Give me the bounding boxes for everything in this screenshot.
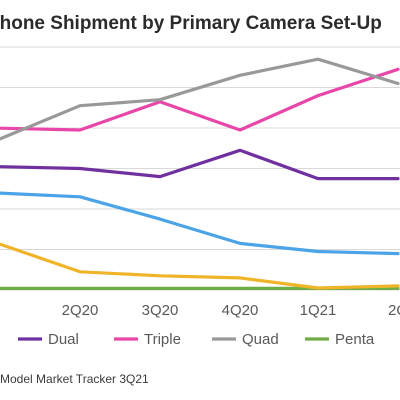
legend-label: Dual [48,331,79,348]
legend-label: Quad [242,331,279,348]
x-tick-label: 4Q20 [222,302,259,319]
legend: Dual Triple Quad Penta [18,331,375,348]
x-tick-label: 1Q21 [300,302,337,319]
legend-label: Triple [144,331,181,348]
series-line-quad [0,57,400,141]
source-note: Model Market Tracker 3Q21 [0,372,149,386]
series-line-dual [0,148,400,181]
series-line-unlabeled-4 [0,191,400,256]
x-axis-ticks: 202Q203Q204Q201Q212Q [0,302,400,319]
x-tick-label: 2Q20 [62,302,99,319]
series-line-unlabeled-5 [0,242,400,290]
series-line-triple [0,67,400,132]
legend-label: Penta [335,331,375,348]
chart-title: phone Shipment by Primary Camera Set-Up [0,13,382,34]
x-tick-label: 3Q20 [142,302,179,319]
x-tick-label: 2Q [388,302,400,319]
series-lines [0,57,400,290]
